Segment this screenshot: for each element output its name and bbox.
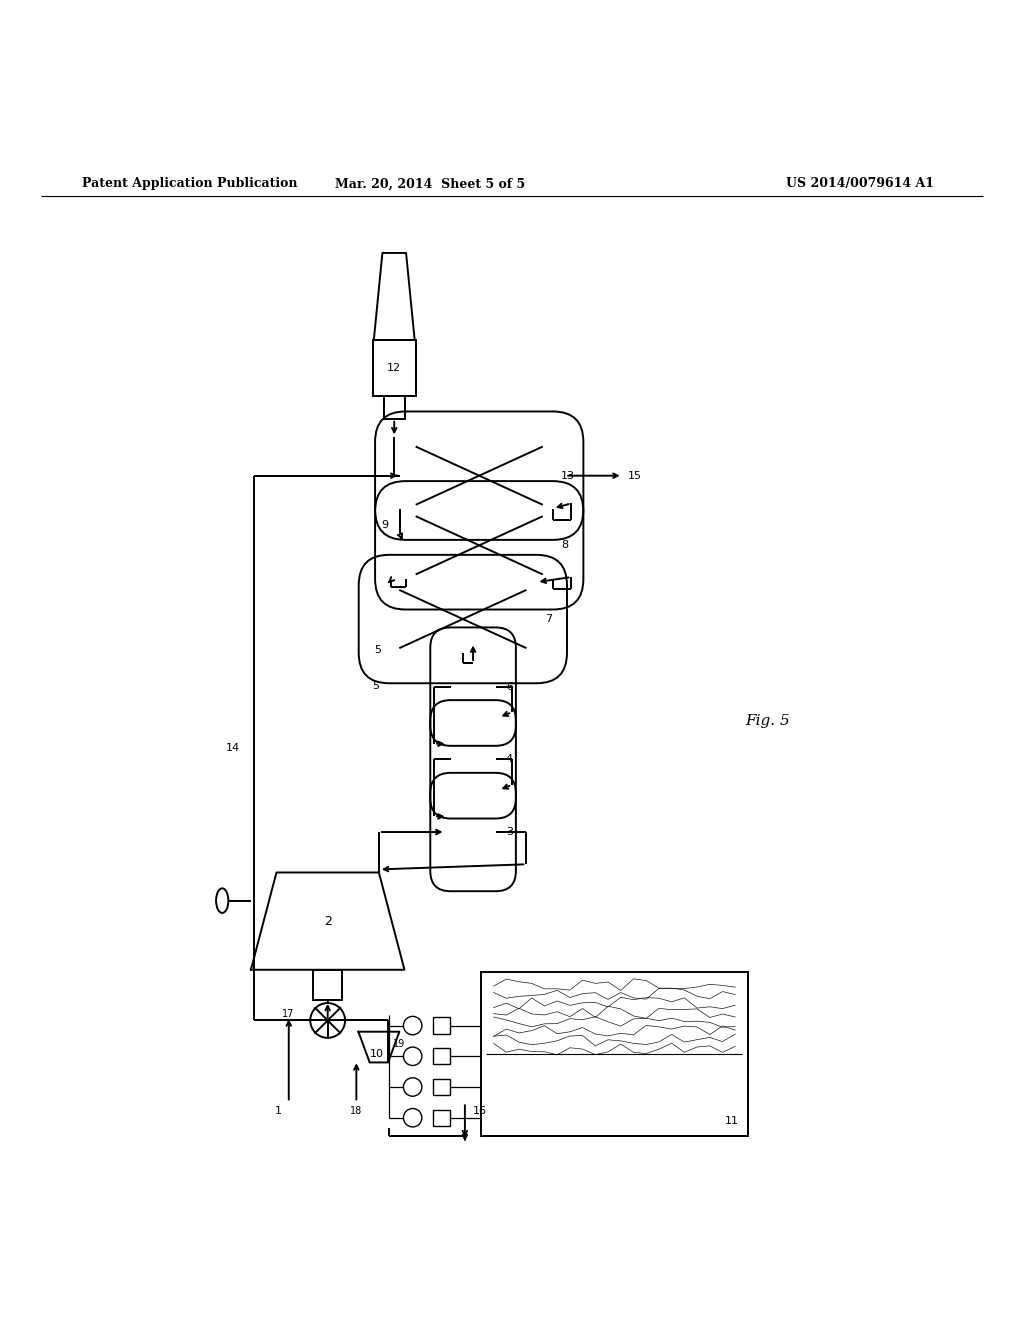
Text: 11: 11 [725,1115,739,1126]
Text: 18: 18 [350,1106,362,1115]
Text: 14: 14 [225,743,240,754]
Text: 12: 12 [387,363,401,374]
Bar [373,341,416,396]
Bar [433,1018,450,1034]
Text: 5: 5 [372,681,379,690]
Text: 13: 13 [561,471,575,480]
Bar [384,396,404,418]
Text: Mar. 20, 2014  Sheet 5 of 5: Mar. 20, 2014 Sheet 5 of 5 [335,177,525,190]
Bar [481,973,748,1137]
Text: 3: 3 [506,828,513,837]
Text: 17: 17 [282,1010,294,1019]
Text: 1: 1 [275,1106,282,1115]
Text: US 2014/0079614 A1: US 2014/0079614 A1 [786,177,934,190]
Bar [433,1110,450,1126]
Text: 2: 2 [324,915,332,928]
Text: 7: 7 [545,614,552,624]
Text: 15: 15 [628,471,642,480]
Bar [433,1078,450,1096]
Text: Fig. 5: Fig. 5 [745,714,791,729]
Text: 4: 4 [506,754,513,764]
Bar [433,1048,450,1064]
Bar [313,970,342,1001]
Text: 19: 19 [393,1039,406,1049]
Text: Patent Application Publication: Patent Application Publication [82,177,297,190]
Text: 10: 10 [370,1049,384,1059]
Text: 16: 16 [473,1106,487,1115]
Text: 8: 8 [561,540,568,550]
Text: 6: 6 [506,681,513,692]
Text: 9: 9 [381,520,388,529]
Text: 5: 5 [374,645,381,655]
